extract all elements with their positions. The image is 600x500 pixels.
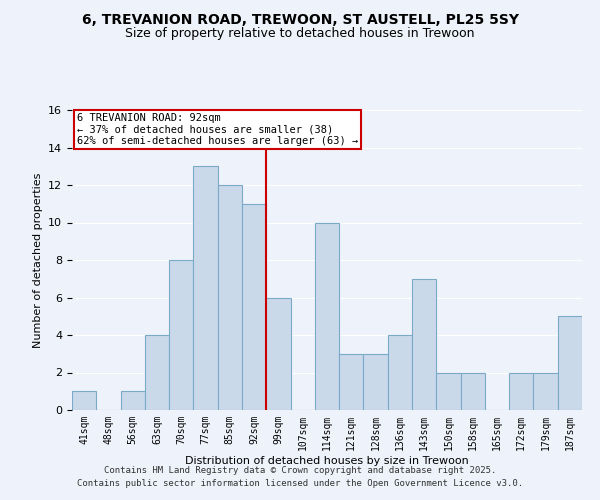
Bar <box>193 166 218 410</box>
Bar <box>436 372 461 410</box>
Text: Size of property relative to detached houses in Trewoon: Size of property relative to detached ho… <box>125 28 475 40</box>
Bar <box>72 391 96 410</box>
Bar <box>266 298 290 410</box>
Bar <box>145 335 169 410</box>
Bar <box>509 372 533 410</box>
Bar <box>339 354 364 410</box>
Bar <box>412 279 436 410</box>
Bar <box>533 372 558 410</box>
Y-axis label: Number of detached properties: Number of detached properties <box>32 172 43 348</box>
Bar <box>242 204 266 410</box>
Text: 6, TREVANION ROAD, TREWOON, ST AUSTELL, PL25 5SY: 6, TREVANION ROAD, TREWOON, ST AUSTELL, … <box>82 12 518 26</box>
Bar <box>364 354 388 410</box>
Text: Contains HM Land Registry data © Crown copyright and database right 2025.
Contai: Contains HM Land Registry data © Crown c… <box>77 466 523 487</box>
Bar <box>218 185 242 410</box>
Bar <box>461 372 485 410</box>
Text: 6 TREVANION ROAD: 92sqm
← 37% of detached houses are smaller (38)
62% of semi-de: 6 TREVANION ROAD: 92sqm ← 37% of detache… <box>77 113 358 146</box>
Bar <box>169 260 193 410</box>
X-axis label: Distribution of detached houses by size in Trewoon: Distribution of detached houses by size … <box>185 456 469 466</box>
Bar <box>558 316 582 410</box>
Bar <box>121 391 145 410</box>
Bar <box>315 222 339 410</box>
Bar <box>388 335 412 410</box>
